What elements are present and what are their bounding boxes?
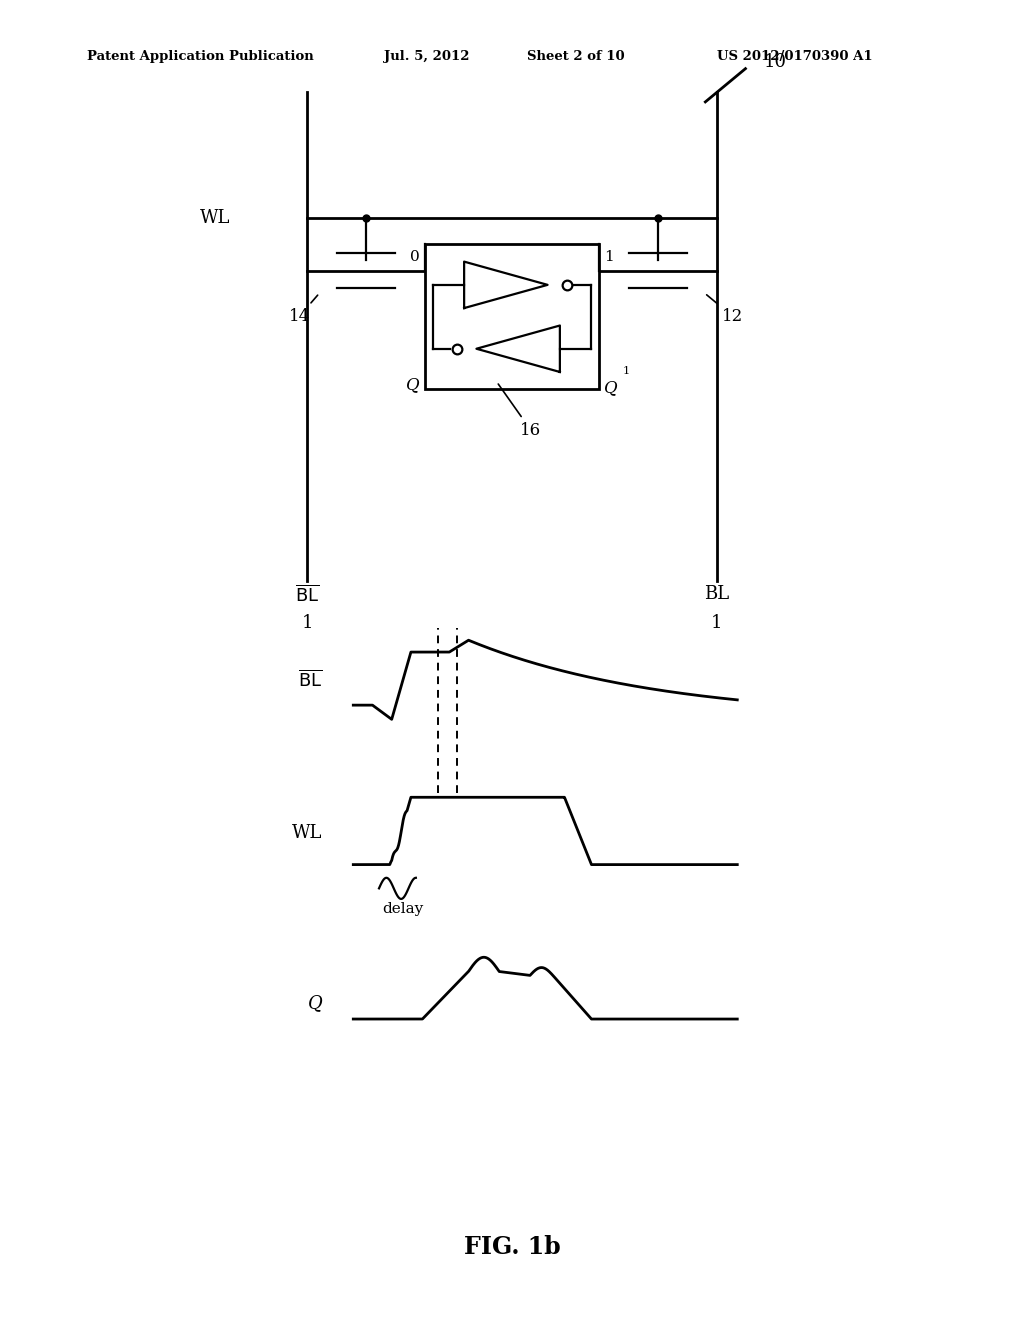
Text: US 2012/0170390 A1: US 2012/0170390 A1	[717, 50, 872, 63]
Text: 16: 16	[499, 384, 542, 438]
Text: 1: 1	[604, 249, 614, 264]
Text: WL: WL	[200, 209, 230, 227]
Text: $\overline{\rm BL}$: $\overline{\rm BL}$	[295, 585, 319, 606]
Text: 12: 12	[707, 294, 743, 325]
Text: FIG. 1b: FIG. 1b	[464, 1236, 560, 1259]
Text: $\overline{\rm BL}$: $\overline{\rm BL}$	[298, 669, 323, 690]
Text: delay: delay	[382, 902, 423, 916]
Text: 10: 10	[764, 53, 786, 71]
Text: Q: Q	[604, 379, 617, 396]
Text: WL: WL	[292, 824, 323, 842]
Text: Q: Q	[407, 376, 420, 393]
FancyBboxPatch shape	[425, 244, 599, 389]
Text: 1: 1	[301, 614, 313, 632]
Text: BL: BL	[705, 585, 729, 603]
Text: Patent Application Publication: Patent Application Publication	[87, 50, 313, 63]
Text: 1: 1	[623, 366, 630, 376]
Text: Q: Q	[308, 994, 323, 1012]
Text: Jul. 5, 2012: Jul. 5, 2012	[384, 50, 469, 63]
Text: 0: 0	[410, 249, 420, 264]
Text: Sheet 2 of 10: Sheet 2 of 10	[527, 50, 625, 63]
Text: 1: 1	[711, 614, 723, 632]
Text: 14: 14	[289, 296, 317, 325]
